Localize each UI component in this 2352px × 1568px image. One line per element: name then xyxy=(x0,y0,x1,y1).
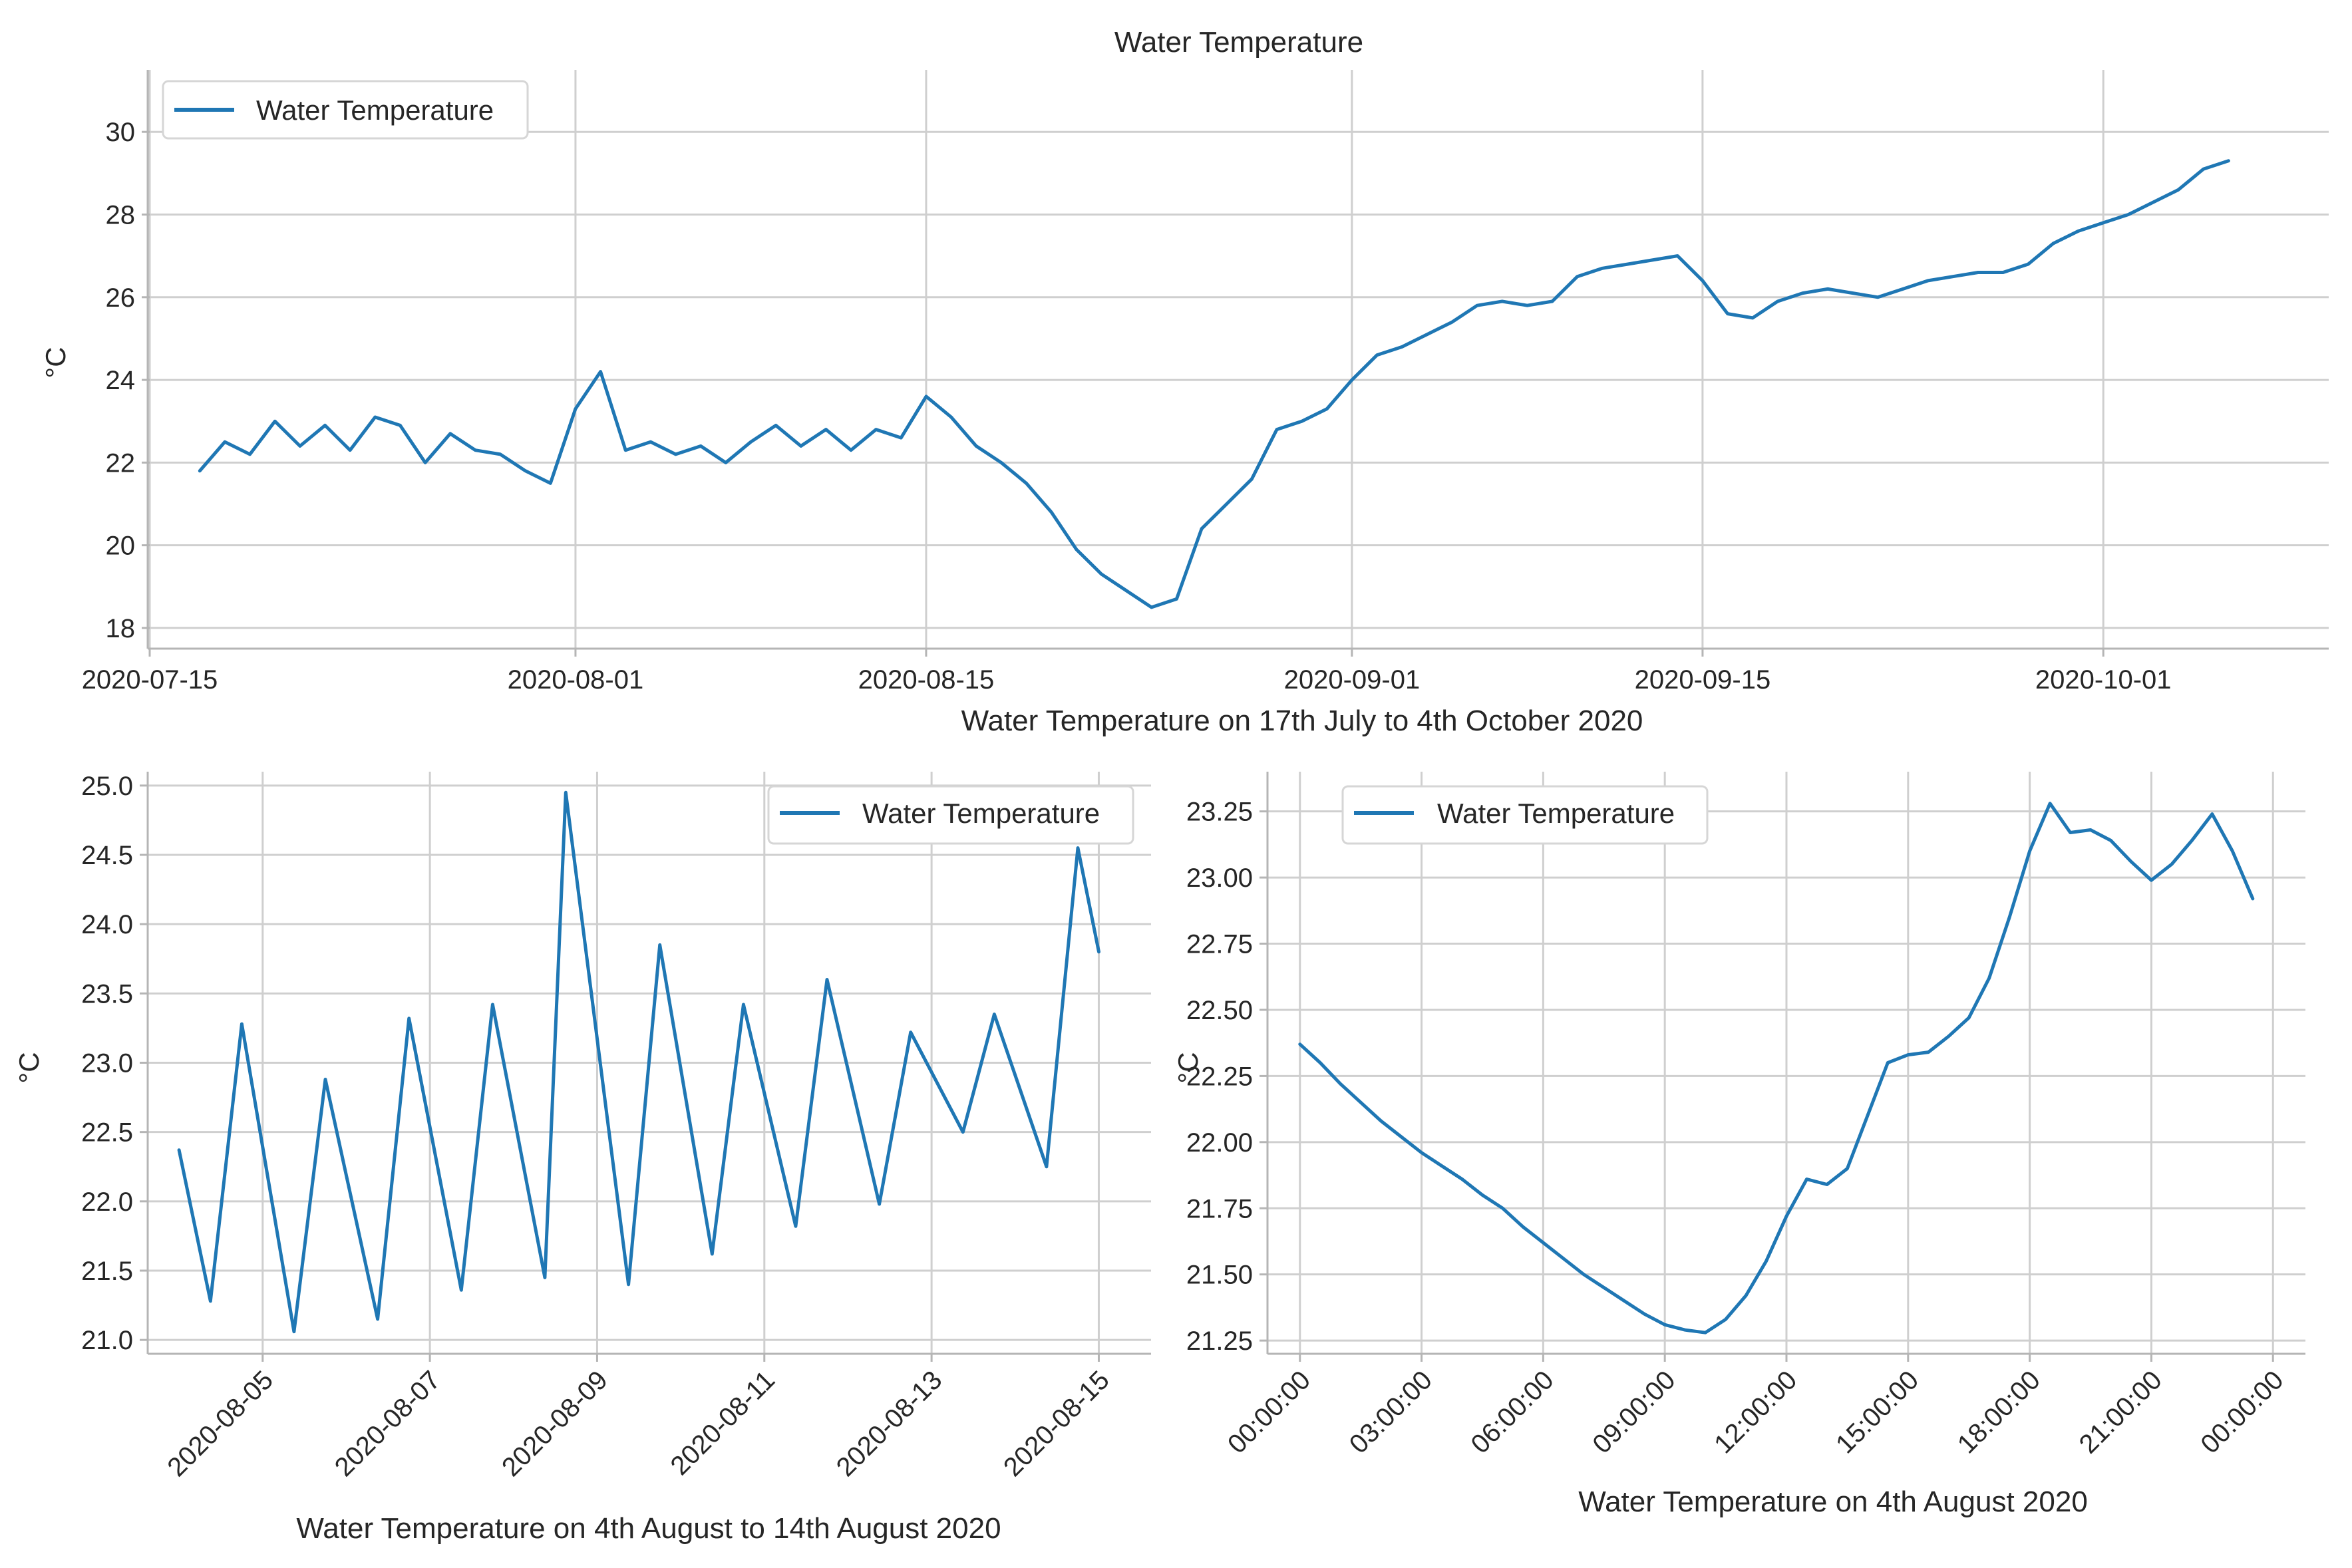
y-tick-label: 22.0 xyxy=(81,1187,133,1217)
x-tick-label: 2020-08-05 xyxy=(162,1365,279,1482)
x-tick-label: 2020-08-15 xyxy=(858,665,995,695)
x-tick-label: 2020-08-01 xyxy=(508,665,644,695)
y-tick-label: 21.50 xyxy=(1186,1261,1253,1290)
y-tick-label: 25.0 xyxy=(81,772,133,801)
chart-title: Water Temperature xyxy=(1114,26,1363,59)
y-tick-label: 20 xyxy=(106,532,136,561)
y-tick-label: 23.5 xyxy=(81,979,133,1009)
y-tick-label: 30 xyxy=(106,118,136,147)
legend-label: Water Temperature xyxy=(862,798,1100,829)
x-tick-label: 03:00:00 xyxy=(1344,1365,1438,1459)
y-tick-label: 23.0 xyxy=(81,1049,133,1078)
series xyxy=(177,790,1100,1334)
axis-ticks: 18 20 22 24 26 28 30 2020-07-15 2020-08-01 2020-0… xyxy=(82,70,2329,695)
x-tick-label: 2020-08-13 xyxy=(831,1365,948,1482)
y-tick-label: 21.0 xyxy=(81,1326,133,1355)
x-tick-label: 2020-08-09 xyxy=(496,1365,613,1482)
y-tick-label: 21.5 xyxy=(81,1257,133,1286)
x-tick-label: 12:00:00 xyxy=(1709,1365,1802,1459)
y-tick-label: 23.25 xyxy=(1186,798,1253,827)
y-tick-label: 28 xyxy=(106,201,136,230)
legend-label: Water Temperature xyxy=(1437,798,1675,829)
axis-ticks: 21.25 21.50 21.75 22.00 22.25 22.50 22.75 23.00… xyxy=(1186,772,2305,1459)
legend-box xyxy=(162,80,529,140)
series xyxy=(198,159,2230,609)
y-tick-label: 22 xyxy=(106,448,136,478)
y-tick-label: 24.0 xyxy=(81,910,133,939)
x-axis-label: Water Temperature on 4th August to 14th … xyxy=(296,1512,1001,1545)
legend: Water Temperature xyxy=(767,785,1134,845)
x-tick-label: 09:00:00 xyxy=(1587,1365,1681,1459)
legend-box xyxy=(1341,785,1709,845)
series-line-water-temperature xyxy=(177,790,1100,1334)
x-tick-label: 00:00:00 xyxy=(2195,1365,2289,1459)
y-tick-label: 23.00 xyxy=(1186,863,1253,893)
x-axis-label: Water Temperature on 4th August 2020 xyxy=(1578,1486,2088,1518)
legend: Water Temperature xyxy=(162,80,529,140)
x-tick-label: 2020-08-07 xyxy=(329,1365,446,1482)
legend-box xyxy=(767,785,1134,845)
legend: Water Temperature xyxy=(1341,785,1709,845)
series xyxy=(1298,802,2255,1334)
x-tick-label: 18:00:00 xyxy=(1952,1365,2046,1459)
x-tick-label: 2020-08-11 xyxy=(665,1365,780,1481)
y-tick-label: 26 xyxy=(106,283,136,313)
y-tick-label: 22.25 xyxy=(1186,1062,1253,1091)
x-axis-label: Water Temperature on 17th July to 4th Oc… xyxy=(961,705,1643,737)
ten-day-chart: 21.0 21.5 22.0 22.5 23.0 23.5 24.0 24.5 25.0 2020… xyxy=(13,772,1151,1545)
grid xyxy=(148,70,2329,649)
x-tick-label: 06:00:00 xyxy=(1466,1365,1560,1459)
full-period-chart: Water Temperature 18 20 22 24 26 28 30 2020-07-… xyxy=(40,26,2329,737)
series-line-water-temperature xyxy=(1298,802,2255,1334)
y-axis-label: °C xyxy=(13,1052,45,1083)
x-tick-label: 2020-10-01 xyxy=(2035,665,2172,695)
y-tick-label: 24.5 xyxy=(81,841,133,870)
y-tick-label: 22.75 xyxy=(1186,930,1253,959)
y-tick-label: 24 xyxy=(106,366,136,395)
series-line-water-temperature xyxy=(198,159,2230,609)
x-tick-label: 00:00:00 xyxy=(1222,1365,1316,1459)
y-tick-label: 22.50 xyxy=(1186,996,1253,1025)
x-tick-label: 2020-07-15 xyxy=(82,665,218,695)
x-tick-label: 2020-09-15 xyxy=(1635,665,1771,695)
y-tick-label: 22.5 xyxy=(81,1118,133,1148)
y-axis-label: °C xyxy=(40,347,71,378)
x-tick-label: 2020-09-01 xyxy=(1284,665,1421,695)
x-tick-label: 2020-08-15 xyxy=(998,1365,1115,1482)
grid xyxy=(1267,772,2305,1354)
legend-label: Water Temperature xyxy=(256,94,494,126)
y-tick-label: 22.00 xyxy=(1186,1128,1253,1158)
y-tick-label: 21.25 xyxy=(1186,1327,1253,1356)
y-tick-label: 18 xyxy=(106,614,136,643)
axis-ticks: 21.0 21.5 22.0 22.5 23.0 23.5 24.0 24.5 25.0 2020… xyxy=(81,772,1151,1482)
x-tick-label: 21:00:00 xyxy=(2074,1365,2168,1459)
one-day-chart: 21.25 21.50 21.75 22.00 22.25 22.50 22.75 23.00… xyxy=(1172,772,2305,1518)
y-axis-label: °C xyxy=(1172,1052,1204,1083)
y-tick-label: 21.75 xyxy=(1186,1194,1253,1223)
x-tick-label: 15:00:00 xyxy=(1830,1365,1924,1459)
